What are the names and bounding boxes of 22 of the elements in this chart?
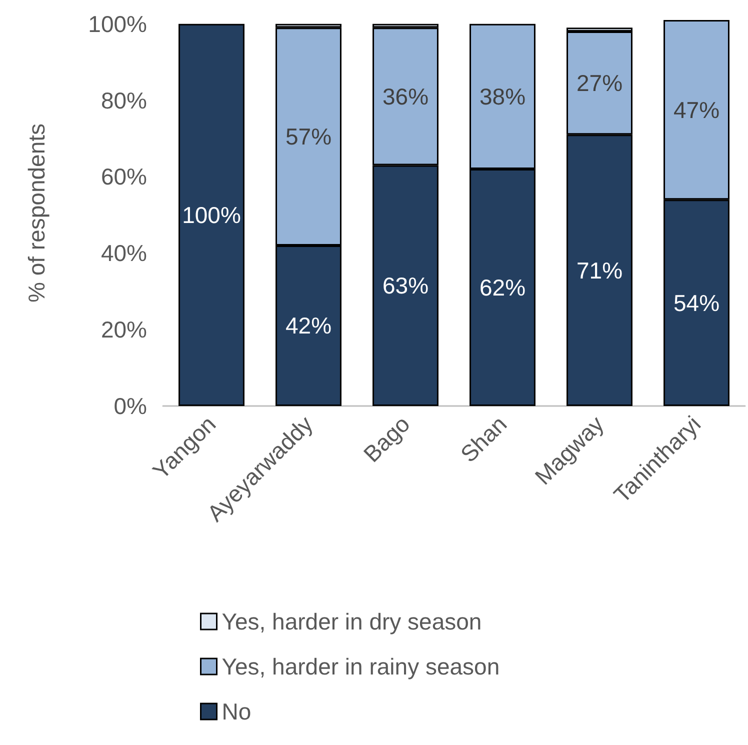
y-tick-label: 0% (114, 393, 147, 419)
data-label: 71% (576, 257, 623, 284)
data-label: 54% (673, 290, 720, 316)
y-tick-label: 40% (100, 240, 147, 266)
y-tick-label: 80% (100, 87, 147, 114)
data-label: 38% (479, 83, 526, 110)
data-label: 62% (479, 274, 526, 301)
data-label: 27% (576, 70, 623, 96)
data-label: 42% (285, 312, 332, 339)
legend-label: Yes, harder in dry season (222, 608, 482, 634)
data-label: 63% (382, 272, 429, 299)
legend-label: Yes, harder in rainy season (222, 654, 500, 680)
data-label: 100% (182, 202, 241, 228)
y-tick-label: 60% (100, 164, 147, 190)
data-label: 57% (285, 124, 332, 150)
y-axis-title: % of respondents (24, 123, 50, 303)
data-label: 36% (382, 83, 429, 110)
bar (178, 24, 244, 406)
data-label: 47% (673, 96, 720, 123)
y-tick-label: 100% (88, 10, 147, 37)
legend-label: No (222, 698, 252, 724)
y-tick-label: 20% (100, 316, 147, 343)
